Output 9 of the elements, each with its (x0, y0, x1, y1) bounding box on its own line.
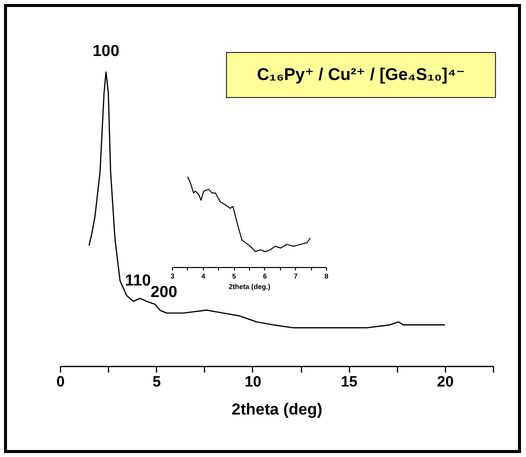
annotation: 200 (150, 284, 178, 302)
x-tick-label: 0 (56, 374, 65, 390)
annotation: 110 (125, 272, 151, 290)
x-tick-label: 10 (244, 374, 262, 390)
annotation: 100 (92, 43, 120, 60)
x-tick-label: 15 (340, 374, 358, 390)
x-tick-label: 5 (152, 374, 161, 390)
x-axis-title: 2theta (deg) (232, 402, 322, 418)
x-tick-label: 20 (437, 374, 454, 390)
